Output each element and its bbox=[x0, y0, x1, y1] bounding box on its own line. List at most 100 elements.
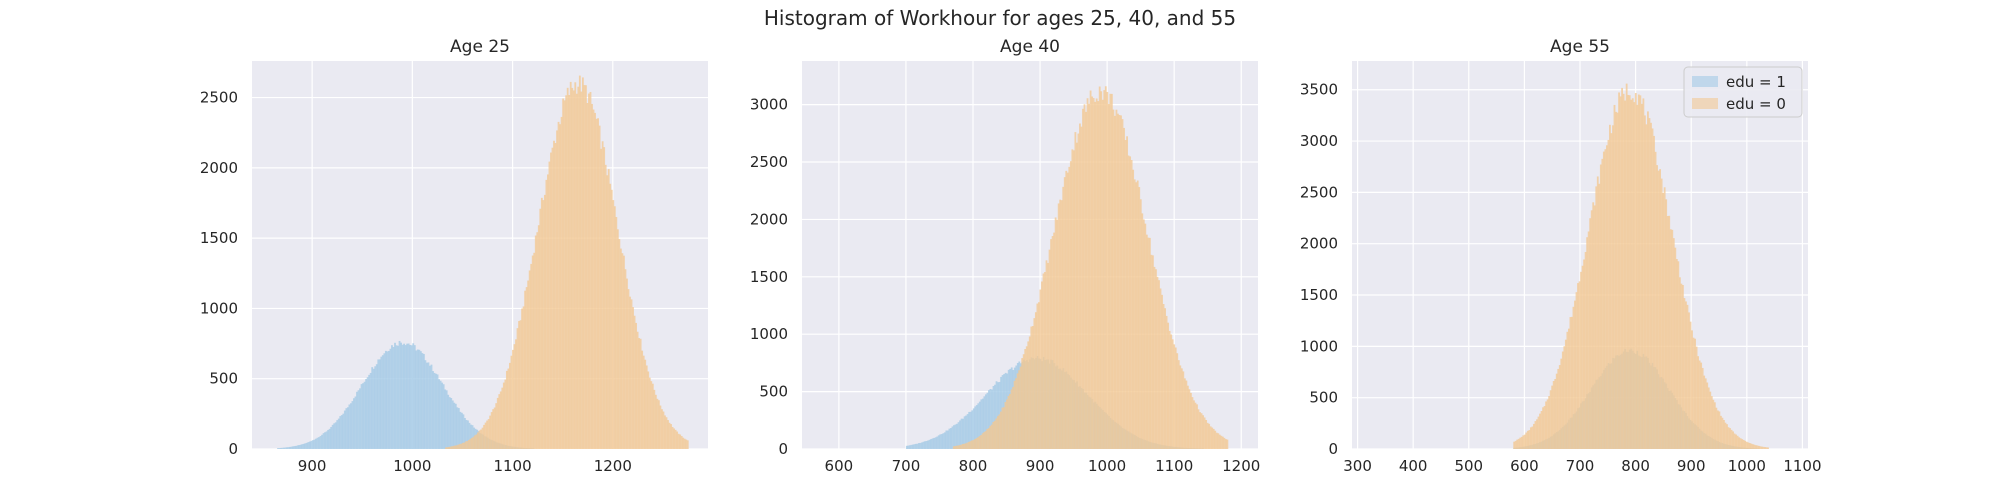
histogram-bar bbox=[308, 441, 311, 449]
legend-swatch bbox=[1692, 98, 1718, 109]
histogram-bar bbox=[1643, 115, 1646, 449]
histogram-bar bbox=[975, 405, 978, 449]
histogram-bar bbox=[345, 408, 348, 449]
histogram-bar bbox=[1059, 199, 1062, 449]
histogram-bar bbox=[450, 398, 453, 449]
histogram-bar bbox=[1024, 349, 1027, 449]
histogram-bar bbox=[984, 394, 987, 449]
histogram-bar bbox=[424, 360, 427, 449]
histogram-bar bbox=[1615, 111, 1617, 449]
histogram-bar bbox=[1551, 385, 1554, 449]
histogram-bar bbox=[1618, 92, 1620, 449]
histogram-bar bbox=[471, 425, 474, 449]
histogram-bar bbox=[1176, 353, 1179, 449]
histogram-bar bbox=[419, 351, 422, 449]
histogram-bar bbox=[990, 424, 993, 449]
histogram-bar bbox=[972, 440, 975, 449]
histogram-bar bbox=[1168, 330, 1171, 449]
histogram-bar bbox=[403, 343, 406, 449]
histogram-bar bbox=[305, 442, 308, 449]
histogram-bar bbox=[1133, 179, 1136, 449]
histogram-bar bbox=[1206, 422, 1209, 449]
histogram-bar bbox=[1062, 186, 1065, 449]
histogram-bar bbox=[1575, 292, 1578, 449]
histogram-bar bbox=[286, 447, 288, 449]
histogram-bar bbox=[530, 263, 533, 449]
histogram-bar bbox=[647, 371, 650, 449]
histogram-bar bbox=[1732, 431, 1734, 449]
histogram-bar bbox=[1733, 433, 1736, 449]
histogram-bar bbox=[1549, 390, 1552, 449]
histogram-bar bbox=[1624, 100, 1627, 450]
histogram-bar bbox=[1560, 358, 1563, 449]
histogram-bar bbox=[1123, 127, 1125, 450]
histogram-bar bbox=[1574, 300, 1576, 449]
histogram-bar bbox=[977, 403, 980, 449]
y-tick-label: 0 bbox=[778, 440, 788, 458]
histogram-bar bbox=[409, 345, 412, 449]
histogram-bar bbox=[1761, 446, 1763, 449]
histogram-bar bbox=[667, 420, 669, 449]
histogram-bar bbox=[924, 441, 926, 449]
panel-2: 600 700 800 900 1000 1100 1200 0 500 1000 1500 2000… bbox=[750, 37, 1261, 475]
histogram-bar bbox=[1596, 176, 1599, 449]
histogram-bar bbox=[957, 422, 960, 449]
histogram-bar bbox=[1083, 104, 1086, 449]
histogram-bar bbox=[1642, 98, 1645, 449]
histogram-bar bbox=[531, 255, 534, 449]
histogram-bar bbox=[1683, 298, 1686, 449]
histogram-bar bbox=[374, 366, 377, 449]
histogram-bar bbox=[453, 402, 456, 449]
histogram-bar bbox=[312, 440, 314, 449]
histogram-bar bbox=[455, 445, 458, 449]
histogram-bar bbox=[542, 200, 545, 449]
histogram-bar bbox=[1721, 417, 1724, 449]
histogram-bar bbox=[1742, 439, 1745, 449]
x-tick-label: 1000 bbox=[1088, 457, 1126, 475]
histogram-bar bbox=[547, 174, 549, 449]
histogram-bar bbox=[1548, 396, 1551, 449]
histogram-bar bbox=[630, 299, 633, 449]
histogram-bar bbox=[1089, 90, 1092, 449]
histogram-bar bbox=[1704, 378, 1707, 449]
y-tick-label: 500 bbox=[759, 383, 788, 401]
histogram-bar bbox=[1220, 435, 1223, 449]
histogram-bar bbox=[1022, 354, 1025, 449]
histogram-bar bbox=[1517, 438, 1520, 449]
histogram-bar bbox=[1598, 183, 1601, 450]
histogram-bar bbox=[1130, 160, 1133, 449]
histogram-bar bbox=[566, 87, 569, 449]
histogram-bar bbox=[958, 445, 961, 449]
histogram-bar bbox=[1164, 308, 1166, 449]
histogram-bar bbox=[1528, 430, 1531, 449]
histogram-bar bbox=[1540, 410, 1543, 449]
histogram-bar bbox=[983, 432, 986, 449]
histogram-bar bbox=[1016, 373, 1019, 449]
histogram-bar bbox=[380, 356, 383, 449]
histogram-bar bbox=[963, 416, 966, 449]
x-tick-label: 1100 bbox=[493, 457, 531, 475]
histogram-bar bbox=[1729, 428, 1731, 449]
histogram-bar bbox=[322, 433, 325, 449]
histogram-bar bbox=[406, 343, 409, 449]
histogram-bar bbox=[319, 436, 322, 449]
histogram-bar bbox=[333, 423, 336, 449]
histogram-bar bbox=[581, 77, 584, 450]
x-tick-label: 1100 bbox=[1783, 457, 1821, 475]
histogram-bar bbox=[1218, 434, 1221, 449]
histogram-bar bbox=[606, 175, 609, 449]
histogram-bar bbox=[1564, 339, 1567, 449]
histogram-bar bbox=[1525, 432, 1528, 449]
histogram-bar bbox=[1539, 413, 1541, 449]
histogram-bar bbox=[1578, 281, 1581, 449]
histogram-bar bbox=[1092, 98, 1095, 449]
histogram-bar bbox=[1033, 318, 1036, 449]
histogram-bar bbox=[955, 445, 958, 449]
y-tick-label: 3000 bbox=[750, 96, 788, 114]
histogram-bar bbox=[1639, 95, 1642, 449]
histogram-bar bbox=[435, 373, 437, 449]
histogram-bar bbox=[360, 384, 363, 449]
histogram-bar bbox=[980, 435, 983, 449]
histogram-bar bbox=[528, 270, 531, 449]
histogram-bar bbox=[410, 345, 413, 449]
